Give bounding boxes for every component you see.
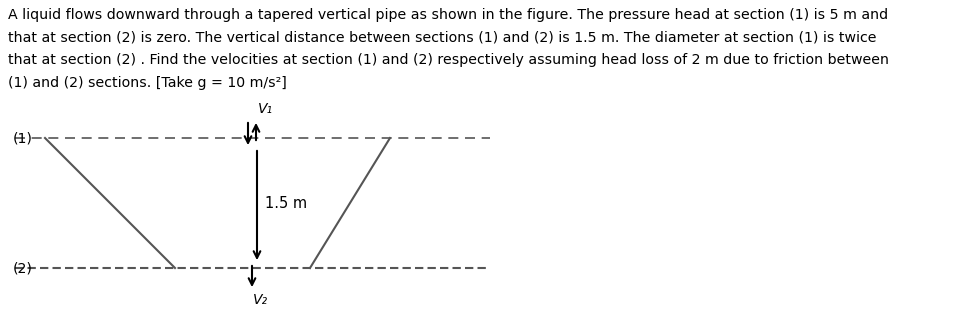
- Text: V₁: V₁: [258, 102, 273, 116]
- Text: that at section (2) . Find the velocities at section (1) and (2) respectively as: that at section (2) . Find the velocitie…: [8, 53, 888, 67]
- Text: A liquid flows downward through a tapered vertical pipe as shown in the figure. : A liquid flows downward through a tapere…: [8, 8, 887, 22]
- Text: (1): (1): [13, 131, 33, 145]
- Text: (2): (2): [13, 261, 33, 275]
- Text: that at section (2) is zero. The vertical distance between sections (1) and (2) : that at section (2) is zero. The vertica…: [8, 30, 875, 44]
- Text: V₂: V₂: [252, 293, 268, 307]
- Text: (1) and (2) sections. [Take g = 10 m/s²]: (1) and (2) sections. [Take g = 10 m/s²]: [8, 75, 287, 90]
- Text: 1.5 m: 1.5 m: [265, 196, 307, 211]
